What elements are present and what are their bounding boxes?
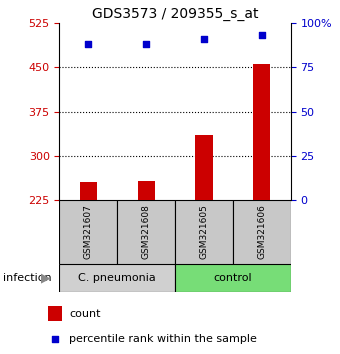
Bar: [175, 200, 233, 264]
Title: GDS3573 / 209355_s_at: GDS3573 / 209355_s_at: [92, 7, 258, 21]
Text: C. pneumonia: C. pneumonia: [79, 273, 156, 283]
Text: GSM321607: GSM321607: [84, 204, 93, 259]
Text: infection: infection: [3, 273, 52, 283]
Text: ▶: ▶: [41, 272, 51, 284]
Text: percentile rank within the sample: percentile rank within the sample: [69, 334, 257, 344]
Point: [86, 41, 91, 47]
Text: GSM321608: GSM321608: [142, 204, 151, 259]
Point: [52, 336, 58, 342]
Bar: [59, 264, 175, 292]
Point: [143, 41, 149, 47]
Text: GSM321606: GSM321606: [257, 204, 266, 259]
Point: [259, 33, 265, 38]
Bar: [137, 181, 155, 200]
Text: GSM321605: GSM321605: [200, 204, 208, 259]
Bar: [175, 264, 291, 292]
Text: count: count: [69, 308, 101, 319]
Point: [201, 36, 207, 42]
Bar: [233, 200, 291, 264]
Bar: [80, 182, 97, 200]
Bar: [195, 135, 212, 200]
Text: control: control: [214, 273, 252, 283]
Bar: [48, 306, 62, 321]
Bar: [59, 200, 117, 264]
Bar: [117, 200, 175, 264]
Bar: [253, 64, 270, 200]
